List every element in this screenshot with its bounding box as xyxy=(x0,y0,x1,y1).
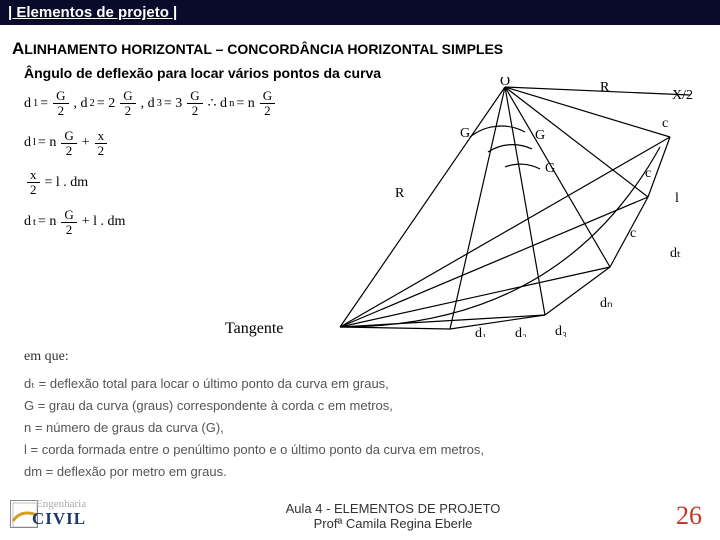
page-number: 26 xyxy=(676,501,702,531)
formula-line-3: x2 = l . dm xyxy=(24,168,278,198)
title-rest: LINHAMENTO HORIZONTAL – CONCORDÂNCIA HOR… xyxy=(24,41,503,57)
diag-G2: G xyxy=(535,128,545,143)
curve-diagram: O R R X/2 G G G c c c l d₁ d₂ d₃ dₜ dₙ xyxy=(300,77,700,337)
diag-O: O xyxy=(500,77,510,89)
def-l: l = corda formada entre o penúltimo pont… xyxy=(24,439,484,461)
diag-d2: d₂ xyxy=(515,326,527,337)
diag-dt: dₜ xyxy=(670,246,681,261)
slide-header: | Elementos de projeto | xyxy=(0,0,720,25)
def-n: n = número de graus da curva (G), xyxy=(24,417,484,439)
diag-R1: R xyxy=(395,186,405,201)
logo-text-main: CIVIL xyxy=(32,509,86,529)
diag-c3: c xyxy=(630,226,636,241)
tangent-label: Tangente xyxy=(225,320,283,338)
diag-d3: d₃ xyxy=(555,324,567,337)
logo: Engenharia CIVIL xyxy=(10,498,110,534)
slide-footer: Engenharia CIVIL Aula 4 - ELEMENTOS DE P… xyxy=(0,498,720,536)
def-G: G = grau da curva (graus) correspondente… xyxy=(24,395,484,417)
diag-G1: G xyxy=(460,126,470,141)
definitions-block: em que: dₜ = deflexão total para locar o… xyxy=(24,345,484,483)
footer-prof: Profª Camila Regina Eberle xyxy=(110,516,676,531)
diag-l: l xyxy=(675,191,679,206)
def-dt: dₜ = deflexão total para locar o último … xyxy=(24,373,484,395)
formula-line-1: d1 = G2, d2 = 2G2, d3 = 3G2 ∴ dn = nG2 xyxy=(24,89,278,119)
formula-line-2: dl = nG2 + x2 xyxy=(24,129,278,159)
formula-line-4: dt = nG2 + l . dm xyxy=(24,208,278,238)
section-title: ALINHAMENTO HORIZONTAL – CONCORDÂNCIA HO… xyxy=(0,25,720,65)
diag-d1: d₁ xyxy=(475,326,487,337)
diag-G3: G xyxy=(545,161,555,176)
def-dm: dm = deflexão por metro em graus. xyxy=(24,461,484,483)
diag-X2: X/2 xyxy=(672,88,693,103)
formula-block: d1 = G2, d2 = 2G2, d3 = 3G2 ∴ dn = nG2 d… xyxy=(24,89,278,247)
title-letter-a: A xyxy=(12,39,24,58)
diag-c2: c xyxy=(645,166,651,181)
def-intro: em que: xyxy=(24,345,484,369)
footer-text: Aula 4 - ELEMENTOS DE PROJETO Profª Cami… xyxy=(110,501,676,531)
diag-dn: dₙ xyxy=(600,296,613,311)
footer-lecture: Aula 4 - ELEMENTOS DE PROJETO xyxy=(110,501,676,516)
diag-c1: c xyxy=(662,116,668,131)
diag-R2: R xyxy=(600,80,610,95)
